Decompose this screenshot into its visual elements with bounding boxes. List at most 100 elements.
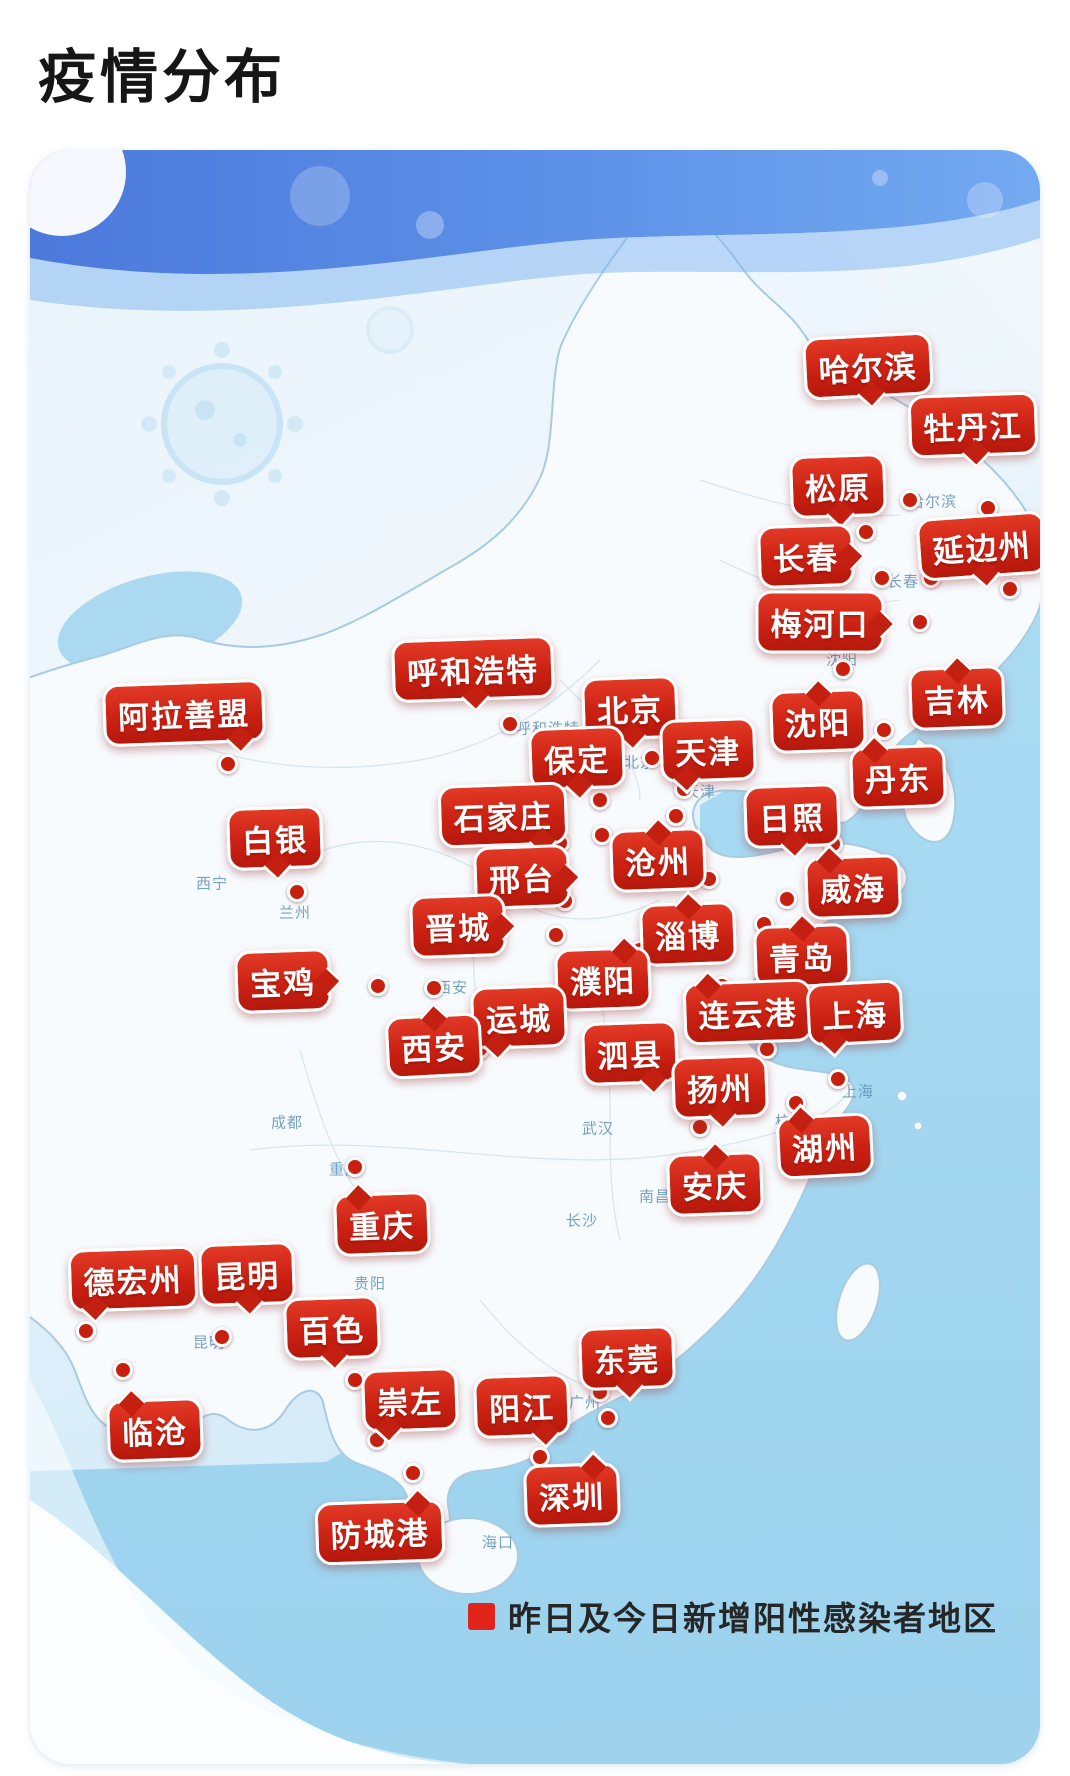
city-label: 长春 xyxy=(756,522,867,590)
city-label: 临沧 xyxy=(105,1386,205,1464)
top-wave xyxy=(30,150,1040,274)
label-tail xyxy=(116,1386,147,1417)
city-label: 晋城 xyxy=(408,892,519,960)
city-label: 运城 xyxy=(469,983,569,1062)
top-wave-light xyxy=(30,200,1040,311)
label-tail xyxy=(693,969,723,1000)
label-tail xyxy=(578,1450,609,1481)
city-dot xyxy=(874,720,894,740)
label-tail xyxy=(419,1002,449,1032)
label-tail xyxy=(836,541,867,571)
city-dot xyxy=(872,568,892,588)
city-label-text: 深圳 xyxy=(538,1479,606,1517)
label-tail xyxy=(867,608,897,639)
city-label: 阿拉善盟 xyxy=(101,678,267,755)
city-label: 沈阳 xyxy=(768,677,868,755)
city-dot xyxy=(368,976,388,996)
label-tail xyxy=(814,843,845,874)
city-label-text: 德宏州 xyxy=(83,1262,184,1302)
small-island xyxy=(896,1090,908,1102)
label-tail xyxy=(343,1180,374,1211)
label-tail xyxy=(786,1103,816,1134)
legend-label: 昨日及今日新增阳性感染者地区 xyxy=(508,1600,998,1637)
city-label: 昆明 xyxy=(197,1240,297,1318)
city-dot xyxy=(590,790,610,810)
basemap-city-name: 兰州 xyxy=(278,904,312,922)
label-tail xyxy=(673,890,704,920)
city-label: 吉林 xyxy=(907,654,1007,732)
legend: 昨日及今日新增阳性感染者地区 xyxy=(468,1592,998,1640)
city-label: 上海 xyxy=(805,979,905,1058)
city-label-text: 临沧 xyxy=(121,1414,189,1452)
city-label: 泗县 xyxy=(580,1019,680,1097)
bubble-decoration xyxy=(967,182,1003,218)
city-label: 西安 xyxy=(384,1002,484,1080)
city-dot xyxy=(1000,579,1020,599)
city-dot xyxy=(218,754,238,774)
city-label: 延边州 xyxy=(915,510,1040,590)
basemap-city-name: 成都 xyxy=(270,1114,304,1132)
city-dot xyxy=(592,825,612,845)
map-card: 哈尔滨长春沈阳呼和浩特北京天津西宁兰州西安成都武汉上海杭州重庆南昌长沙贵阳昆明广… xyxy=(30,150,1040,1764)
city-label-text: 丹东 xyxy=(864,761,932,799)
virus-decoration xyxy=(141,306,414,506)
city-label: 德宏州 xyxy=(67,1245,199,1325)
bubble-decoration xyxy=(290,166,350,226)
label-tail xyxy=(700,1140,731,1170)
city-label: 白银 xyxy=(225,804,325,882)
label-tail xyxy=(803,677,834,707)
city-label: 牡丹江 xyxy=(907,391,1039,469)
basemap-city-name: 西安 xyxy=(435,979,469,997)
city-label-text: 宝鸡 xyxy=(249,965,317,1003)
city-dot xyxy=(777,889,797,909)
city-label-text: 威海 xyxy=(819,871,887,909)
city-label: 阳江 xyxy=(472,1372,572,1450)
city-label: 沧州 xyxy=(608,816,708,894)
city-label-text: 阿拉善盟 xyxy=(117,696,251,736)
city-label-text: 邢台 xyxy=(488,861,556,899)
bottom-wave-white xyxy=(30,1380,470,1764)
label-tail xyxy=(643,816,674,846)
taiwan-island xyxy=(835,1262,881,1342)
city-label-text: 湖州 xyxy=(791,1129,860,1169)
city-dot xyxy=(900,490,920,510)
city-label-text: 濮阳 xyxy=(569,963,637,1001)
city-label: 威海 xyxy=(803,843,903,921)
city-label-text: 重庆 xyxy=(348,1208,416,1246)
bubble-decoration xyxy=(416,211,444,239)
bubble-decoration xyxy=(872,170,888,186)
city-label-text: 沧州 xyxy=(624,844,692,882)
city-label: 深圳 xyxy=(522,1450,622,1529)
bubble-decoration xyxy=(30,150,126,236)
city-dot xyxy=(598,1408,618,1428)
city-label: 宝鸡 xyxy=(233,947,344,1015)
bottom-wave-blue xyxy=(240,1689,1040,1764)
city-label-text: 安庆 xyxy=(681,1168,749,1206)
city-dot xyxy=(113,1360,133,1380)
label-tail xyxy=(488,911,519,941)
basemap-city-name: 长沙 xyxy=(565,1212,599,1230)
city-dot xyxy=(828,1069,848,1089)
city-label: 石家庄 xyxy=(437,781,569,858)
city-dot xyxy=(424,978,444,998)
city-label: 安庆 xyxy=(665,1140,765,1218)
city-dot xyxy=(833,659,853,679)
city-label: 天津 xyxy=(658,716,758,795)
city-dot xyxy=(500,714,520,734)
small-island xyxy=(913,1121,923,1131)
city-label: 梅河口 xyxy=(755,590,897,654)
city-label: 东莞 xyxy=(577,1324,677,1402)
city-dot xyxy=(910,612,930,632)
city-dot xyxy=(546,925,566,945)
city-label-text: 梅河口 xyxy=(770,607,870,643)
city-label: 连云港 xyxy=(682,969,814,1046)
basemap-city-name: 哈尔滨 xyxy=(908,493,958,511)
city-label: 日照 xyxy=(742,782,842,860)
city-label: 扬州 xyxy=(670,1053,770,1131)
city-label: 湖州 xyxy=(775,1103,875,1180)
label-tail xyxy=(403,1486,433,1517)
city-label-text: 淄博 xyxy=(654,918,722,956)
city-label: 重庆 xyxy=(332,1180,432,1258)
city-dot xyxy=(403,1463,423,1483)
city-labels-layer: 哈尔滨 牡丹江 松原 长春 延边州 梅河口 吉林 沈阳 丹东 呼和浩特 北京 天津 保定 阿拉善盟 白银 石家… xyxy=(30,150,1040,1764)
